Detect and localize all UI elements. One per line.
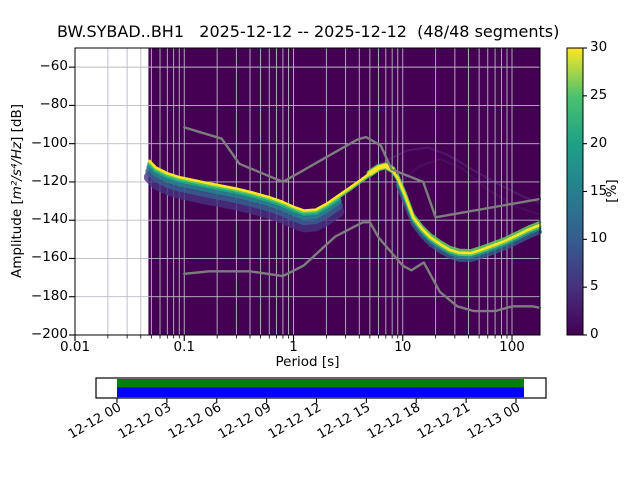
y-tick-label: −120	[30, 172, 68, 189]
colorbar-tick-label: 20	[590, 134, 608, 151]
x-tick-label: 0.1	[173, 339, 195, 355]
y-tick-label: −160	[30, 249, 68, 266]
y-tick-label: −60	[39, 58, 69, 75]
x-tick-label: 0.01	[59, 339, 91, 355]
x-axis-label: Period [s]	[275, 354, 340, 370]
colorbar-tick-label: 15	[590, 182, 608, 199]
x-tick-label: 10	[394, 339, 412, 355]
colorbar-tick-label: 25	[590, 86, 608, 103]
plot-title: BW.SYBAD..BH1 2025-12-12 -- 2025-12-12 (…	[57, 22, 560, 41]
colorbar-tick-label: 5	[590, 278, 599, 295]
colorbar-tick-label: 30	[590, 39, 608, 55]
y-tick-label: −100	[30, 134, 68, 151]
y-tick-label: −200	[30, 326, 68, 342]
x-tick-label: 1	[289, 339, 298, 355]
colorbar-tick-label: 10	[590, 230, 608, 247]
x-tick-label: 100	[499, 339, 525, 355]
y-tick-label: −180	[30, 287, 68, 304]
colorbar-tick-label: 0	[590, 326, 599, 342]
y-tick-label: −140	[30, 211, 68, 228]
y-tick-label: −80	[39, 96, 69, 113]
